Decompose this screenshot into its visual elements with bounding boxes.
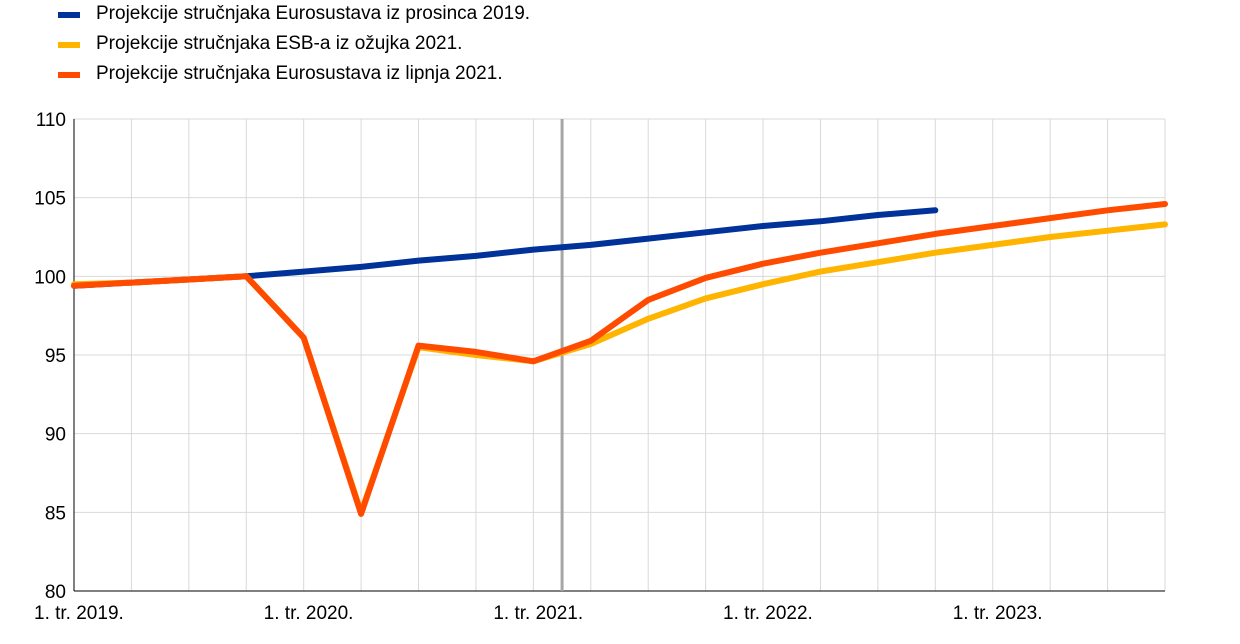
y-tick-label: 95: [45, 346, 66, 367]
legend-label-dec-2019: Projekcije stručnjaka Eurosustava iz pro…: [96, 3, 531, 24]
y-tick-label: 85: [45, 503, 66, 524]
legend-swatch-jun-2021: [58, 72, 80, 78]
y-tick-label: 80: [45, 582, 66, 603]
x-tick-label: 1. tr. 2022.: [723, 603, 813, 624]
legend-label-jun-2021: Projekcije stručnjaka Eurosustava iz lip…: [96, 63, 503, 84]
x-tick-label: 1. tr. 2020.: [264, 603, 354, 624]
x-tick-label: 1. tr. 2023.: [953, 603, 1043, 624]
x-tick-label: 1. tr. 2019.: [34, 603, 124, 624]
x-tick-label: 1. tr. 2021.: [493, 603, 583, 624]
y-tick-label: 90: [45, 425, 66, 446]
y-tick-label: 105: [34, 189, 66, 210]
y-tick-label: 110: [36, 110, 66, 131]
legend-label-mar-2021: Projekcije stručnjaka ESB-a iz ožujka 20…: [96, 33, 463, 54]
legend-swatch-mar-2021: [58, 42, 80, 48]
y-tick-label: 100: [34, 267, 66, 288]
legend-swatch-dec-2019: [58, 12, 80, 18]
series-line-mar-2021: [71, 221, 1168, 516]
series-line-jun-2021: [71, 201, 1168, 517]
